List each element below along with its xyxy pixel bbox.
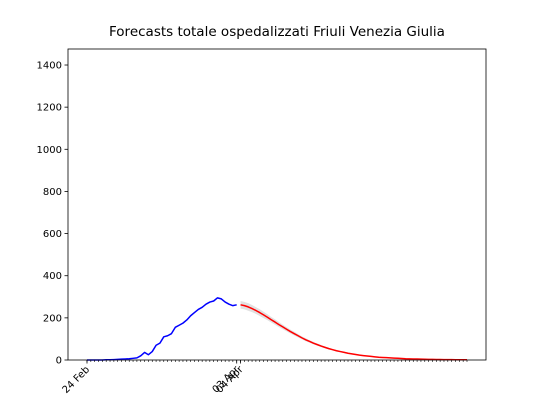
series-line — [240, 304, 468, 361]
y-tick-label: 0 — [56, 356, 62, 367]
y-tick-label: 1000 — [37, 145, 62, 156]
chart-title: Forecasts totale ospedalizzati Friuli Ve… — [109, 24, 445, 40]
y-tick-label: 800 — [43, 187, 62, 198]
y-tick-label: 1400 — [37, 61, 62, 72]
y-tick-label: 400 — [43, 271, 62, 282]
y-tick-label: 200 — [43, 313, 62, 324]
y-tick-label: 600 — [43, 229, 62, 240]
plot-frame — [67, 48, 487, 361]
confidence-band — [240, 301, 467, 360]
y-tick-label: 1200 — [37, 103, 62, 114]
